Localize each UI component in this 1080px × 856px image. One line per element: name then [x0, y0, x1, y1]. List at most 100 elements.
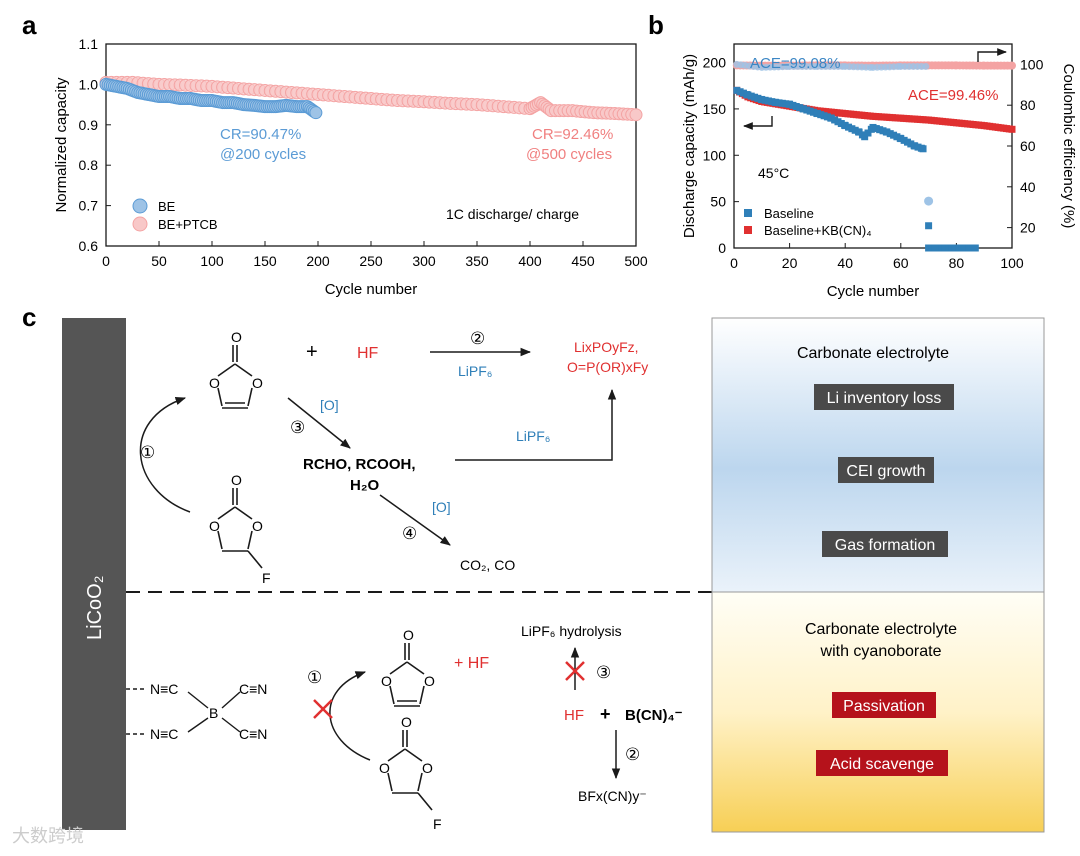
ace-baseline: ACE=99.08%: [750, 55, 840, 72]
x-tick-label: 450: [571, 253, 595, 269]
fec-molecule-bottom: [387, 730, 433, 811]
legend-marker-be: [132, 198, 148, 214]
legend-marker-kbcn4: [744, 226, 752, 234]
x-tick-label: 50: [151, 253, 167, 269]
tag-acid-scavenge: Acid scavenge: [830, 756, 934, 773]
ace-kbcn4: ACE=99.46%: [908, 87, 998, 104]
arrow-step4: [379, 494, 451, 546]
y-left-tick-label: 150: [703, 101, 727, 117]
tag-passivation-bg: [832, 692, 936, 718]
capacity-point-baseline: [971, 244, 979, 252]
x-axis-label: Cycle number: [325, 281, 418, 298]
tag-passivation: Passivation: [843, 698, 925, 715]
product-line2: O=P(OR)xFy: [567, 359, 648, 375]
step2-label-top: ②: [470, 329, 485, 348]
cn-label-2: C≡N: [239, 726, 267, 742]
cn-label-1: C≡N: [239, 681, 267, 697]
annotation-ptcb-line2: @500 cycles: [526, 146, 612, 163]
hf-bottom: HF: [564, 707, 584, 724]
step1-label-top: ①: [140, 443, 155, 462]
step4-label-top: ④: [402, 524, 417, 543]
svg-text:O: O: [252, 375, 263, 391]
x-tick-label: 400: [518, 253, 542, 269]
plus-top: +: [306, 341, 318, 363]
y-tick-label: 0.9: [79, 117, 99, 133]
annotation-ptcb-line1: CR=92.46%: [532, 126, 613, 143]
y-right-tick-label: 40: [1020, 179, 1036, 195]
right-axis-arrow: [977, 48, 1007, 62]
y-left-tick-label: 0: [718, 240, 726, 256]
arrow-step3: [287, 397, 351, 449]
arrow-step1-top: [139, 397, 191, 513]
x-tick-label: 100: [1000, 255, 1024, 271]
fec-f-bottom: F: [433, 816, 442, 832]
svg-text:O: O: [231, 472, 242, 488]
arrow-lipf6-path: [455, 388, 617, 461]
capacity-point-baseline: [919, 145, 927, 153]
tag-cei-growth-bg: [838, 457, 934, 483]
tag-li-inventory-loss-bg: [814, 384, 954, 410]
watermark: 大数跨境: [12, 826, 84, 846]
tag-gas-formation-bg: [822, 531, 948, 557]
capacity-point-kbcn4: [1008, 125, 1016, 133]
x-tick-label: 80: [949, 255, 965, 271]
ce-point-baseline: [922, 62, 930, 70]
x-tick-label: 0: [730, 255, 738, 271]
licoo2-label: LiCoO₂: [84, 576, 106, 640]
y-tick-label: 1.1: [79, 36, 99, 52]
x-tick-label: 40: [837, 255, 853, 271]
annotation-be-line1: CR=90.47%: [220, 126, 301, 143]
y-axis-label: Normalized capacity: [53, 77, 70, 213]
cyanoborate-molecule: [126, 688, 241, 735]
hf-top: HF: [357, 345, 379, 362]
chart-a: 0 50 100 150 200 250 300 350 400 450 500 0.6 0.7 0.8 0…: [53, 36, 648, 298]
svg-text:O: O: [401, 714, 412, 730]
x-tick-label: 0: [102, 253, 110, 269]
step3-label-top: ③: [290, 418, 305, 437]
y-left-tick-label: 200: [703, 55, 727, 71]
y-left-tick-label: 100: [703, 147, 727, 163]
bf-product: BFx(CN)y⁻: [578, 788, 647, 804]
chart-b: 0 20 40 60 80 100 0 50 100 150 200 20 40 60 80 100 Cycle…: [681, 43, 1077, 300]
temperature-label: 45°C: [758, 165, 789, 181]
svg-text:O: O: [231, 329, 242, 345]
plus-bottom: +: [600, 704, 611, 724]
tag-acid-scavenge-bg: [816, 750, 948, 776]
boron-label: B: [209, 705, 218, 721]
legend-marker-baseline: [744, 209, 752, 217]
aldehyde-line2: H₂O: [350, 477, 379, 494]
panel-label-a: a: [22, 10, 37, 40]
ce-point-baseline: [924, 196, 934, 206]
plus-hf-bottom: + HF: [454, 655, 489, 672]
vc-molecule-top: [217, 345, 253, 409]
x-axis-label: Cycle number: [827, 283, 920, 300]
x-tick-label: 200: [306, 253, 330, 269]
legend-marker-ptcb: [132, 216, 148, 232]
x-tick-label: 60: [893, 255, 909, 271]
y-right-tick-label: 80: [1020, 97, 1036, 113]
product-line1: LixPOyFz,: [574, 339, 639, 355]
x-tick-label: 500: [624, 253, 648, 269]
ox-label-b: [O]: [432, 499, 451, 515]
step1-label-bottom: ①: [307, 668, 322, 687]
svg-text:O: O: [422, 760, 433, 776]
right-top-title: Carbonate electrolyte: [797, 345, 949, 362]
y-tick-label: 0.6: [79, 238, 99, 254]
annotation-be-line2: @200 cycles: [220, 146, 306, 163]
arrow-step1-bottom: [329, 671, 371, 761]
ox-label-a: [O]: [320, 397, 339, 413]
x-tick-label: 100: [200, 253, 224, 269]
fec-f-top: F: [262, 570, 271, 586]
right-bottom-title-1: Carbonate electrolyte: [805, 621, 957, 638]
x-tick-label: 300: [412, 253, 436, 269]
tag-gas-formation: Gas formation: [835, 537, 935, 554]
tag-cei-growth: CEI growth: [846, 463, 925, 480]
lipf6-label-b: LiPF₆: [516, 428, 550, 444]
y-right-tick-label: 60: [1020, 138, 1036, 154]
nc-label-2: N≡C: [150, 726, 178, 742]
capacity-point-baseline: [864, 129, 872, 137]
panel-label-c: c: [22, 302, 36, 332]
svg-text:O: O: [381, 673, 392, 689]
anion-label: B(CN)₄⁻: [625, 707, 683, 724]
